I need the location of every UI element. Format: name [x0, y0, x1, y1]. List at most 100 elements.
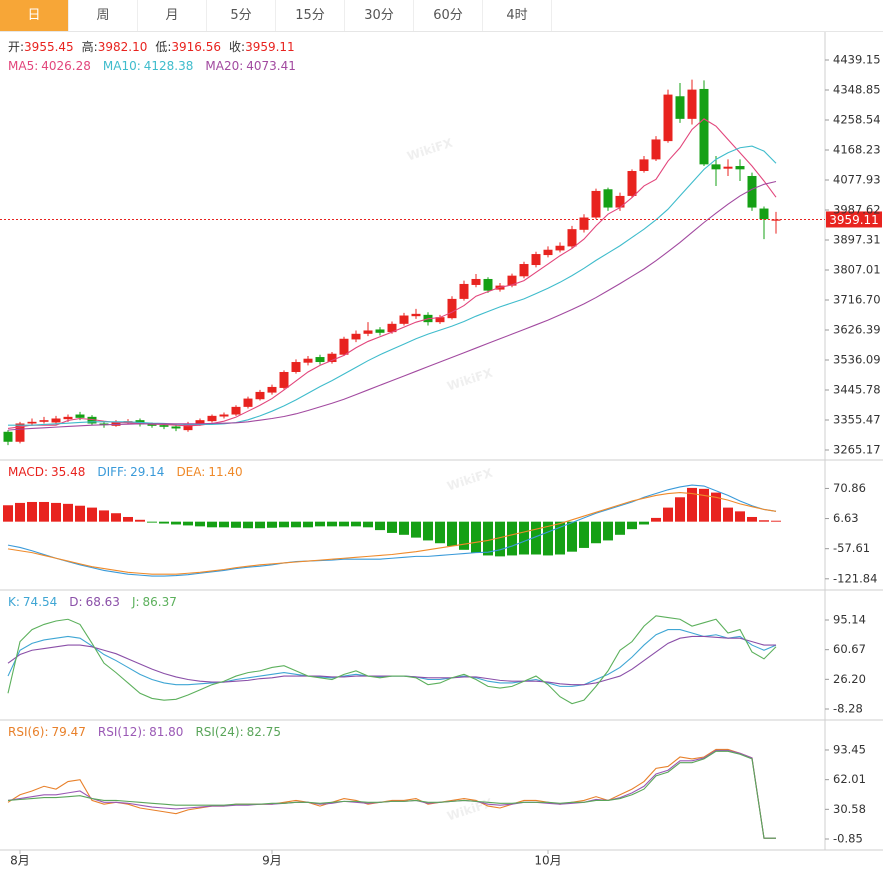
candle-body [627, 171, 637, 196]
candle-body [399, 315, 409, 324]
legend: MA5: 4026.28 MA10: 4128.38 MA20: 4073.41 [8, 59, 296, 73]
macd-bar [711, 492, 721, 522]
macd-bar [291, 521, 301, 528]
macd-bar [243, 521, 253, 529]
legend-name: RSI(12): [98, 725, 146, 739]
macd-bar [735, 511, 745, 522]
period-tab[interactable]: 周 [69, 0, 138, 31]
y-tick-label: 3716.70 [833, 293, 881, 307]
candle-body [747, 175, 757, 208]
legend-name: DIFF: [97, 465, 127, 479]
y-tick-label: 3355.47 [833, 413, 881, 427]
candle-body [27, 421, 37, 424]
period-tab[interactable]: 日 [0, 0, 69, 31]
x-tick-label: 8月 [10, 854, 30, 868]
candle-body [507, 275, 517, 286]
ohlc-readout: 开:3955.45 高:3982.10 低:3916.56 收:3959.11 [8, 39, 295, 54]
y-tick-label: 60.67 [833, 642, 866, 656]
candle-body [435, 317, 445, 323]
macd-bar [279, 521, 289, 528]
legend-value: 4026.28 [41, 59, 91, 73]
readout-value: 3959.11 [245, 40, 295, 54]
candle-body [555, 245, 565, 251]
macd-bar [99, 510, 109, 522]
y-tick-label: 3807.01 [833, 262, 881, 276]
legend-value: 29.14 [130, 465, 164, 479]
candle-body [3, 431, 13, 442]
candle-body [735, 166, 745, 170]
macd-bar [387, 521, 397, 533]
period-tab[interactable]: 月 [138, 0, 207, 31]
legend-value: 68.63 [86, 595, 120, 609]
indicator-line [7, 492, 777, 575]
legend-name: MA10: [103, 59, 141, 73]
candle-body [243, 398, 253, 407]
candle-body [699, 88, 709, 165]
macd-bar [663, 507, 673, 522]
indicator-line [7, 749, 776, 839]
period-tab[interactable]: 15分 [276, 0, 345, 31]
legend-name: D: [69, 595, 82, 609]
macd-bar [627, 521, 637, 530]
x-tick-label: 10月 [534, 854, 561, 868]
macd-bar [171, 521, 181, 525]
candle-body [663, 94, 673, 142]
candle-body [531, 254, 541, 266]
y-tick-label: 4439.15 [833, 53, 881, 67]
candle-body [411, 313, 421, 317]
candle-body [39, 420, 49, 422]
candle-body [291, 362, 301, 372]
macd-bar [579, 521, 589, 548]
macd-bar [411, 521, 421, 538]
indicator-line [7, 629, 777, 687]
macd-bar [183, 521, 193, 526]
candle-body [771, 219, 781, 221]
legend: RSI(6): 79.47 RSI(12): 81.80 RSI(24): 82.75 [8, 725, 281, 739]
macd-bar [459, 521, 469, 550]
macd-bar [759, 520, 769, 522]
period-tab[interactable]: 60分 [414, 0, 483, 31]
candle-body [459, 283, 469, 299]
y-tick-label: 3265.17 [833, 443, 881, 457]
macd-bar [603, 521, 613, 541]
candle-body [447, 298, 457, 319]
candle-body [543, 249, 553, 256]
macd-bar [3, 505, 13, 522]
macd-bar [135, 519, 145, 522]
readout-label: 收: [229, 40, 245, 54]
last-price-tag [826, 211, 882, 228]
watermark: WikiFX [405, 135, 455, 163]
candle-body [375, 329, 385, 333]
y-tick-label: 3897.31 [833, 233, 881, 247]
legend-name: MACD: [8, 465, 48, 479]
indicator-line [7, 484, 777, 577]
macd-bar [63, 503, 73, 522]
candle-body [183, 423, 193, 431]
period-tab[interactable]: 30分 [345, 0, 414, 31]
legend-value: 81.80 [149, 725, 183, 739]
legend: MACD: 35.48 DIFF: 29.14 DEA: 11.40 [8, 465, 243, 479]
candle-body [51, 418, 61, 423]
macd-bar [363, 521, 373, 528]
watermark: WikiFX [445, 465, 495, 493]
legend-value: 74.54 [23, 595, 57, 609]
candle-body [15, 423, 25, 442]
candle-body [219, 414, 229, 417]
y-tick-label: 95.14 [833, 613, 866, 627]
y-tick-label: 93.45 [833, 742, 866, 756]
period-tab[interactable]: 4时 [483, 0, 552, 31]
macd-bar [39, 501, 49, 522]
period-tab[interactable]: 5分 [207, 0, 276, 31]
macd-bar [111, 513, 121, 522]
macd-bar [471, 521, 481, 553]
candle-body [567, 229, 577, 247]
candle-body [171, 426, 181, 429]
y-tick-label: 30.58 [833, 802, 866, 816]
macd-bar [219, 521, 229, 528]
candle-body [87, 416, 97, 424]
candle-body [387, 323, 397, 333]
macd-bar [255, 521, 265, 529]
macd-bar [651, 517, 661, 522]
